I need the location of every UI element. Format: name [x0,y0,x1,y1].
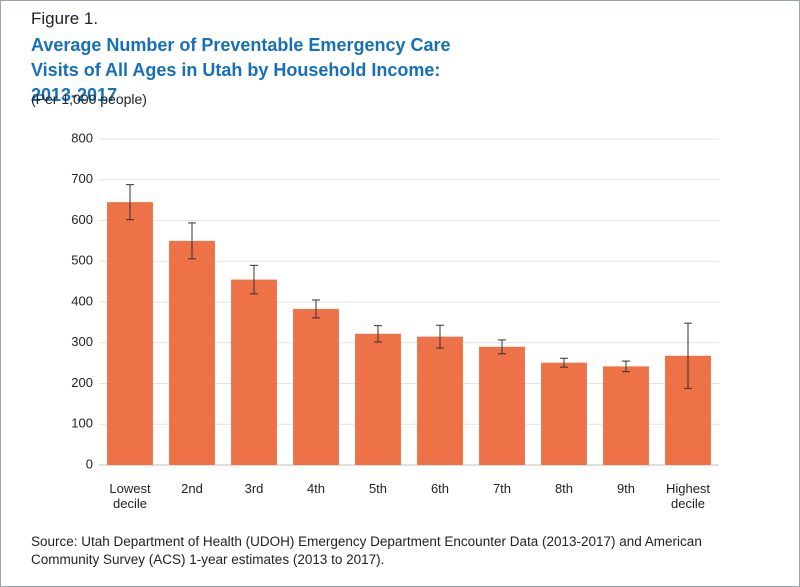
x-tick-label: 5th [368,481,388,496]
error-bar [622,360,630,373]
x-tick-label: 2nd [181,481,203,496]
y-tick-label: 200 [71,375,93,390]
error-bar [498,339,506,355]
source-note: Source: Utah Department of Health (UDOH)… [31,534,702,567]
error-bar [684,322,692,389]
error-bar [250,264,258,295]
y-tick-label: 800 [71,130,93,145]
y-tick-label: 700 [71,171,93,186]
x-tick-label: 6th [430,481,450,496]
x-tick-label: 3rd [244,481,264,496]
error-bar [312,299,320,319]
bar [417,336,463,465]
y-tick-label: 600 [71,212,93,227]
chart-subtitle: (Per 1,000 people) [31,91,147,107]
y-tick-label: 400 [71,293,93,308]
bar [541,362,587,465]
chart-title: Average Number of Preventable Emergency … [31,35,451,105]
x-tick-label: 4th [306,481,326,496]
y-tick-label: 100 [71,416,93,431]
y-tick-label: 0 [86,456,93,471]
bar [479,346,525,465]
error-bar [436,324,444,349]
x-tick-label: 8th [554,481,574,496]
bar [355,333,401,465]
figure-label: Figure 1. [31,9,99,28]
x-tick-label: 9th [616,481,636,496]
bar [231,279,277,465]
x-tick-label: Lowest decile [109,481,151,511]
y-tick-label: 300 [71,334,93,349]
bar [293,308,339,465]
bar [107,202,153,465]
bar [603,366,649,465]
error-bar [126,184,134,221]
y-tick-label: 500 [71,253,93,268]
error-bar [560,357,568,368]
x-tick-label: 7th [492,481,512,496]
bar [169,240,215,465]
x-tick-label: Highest decile [665,481,711,511]
error-bar [188,222,196,260]
error-bar [374,325,382,343]
